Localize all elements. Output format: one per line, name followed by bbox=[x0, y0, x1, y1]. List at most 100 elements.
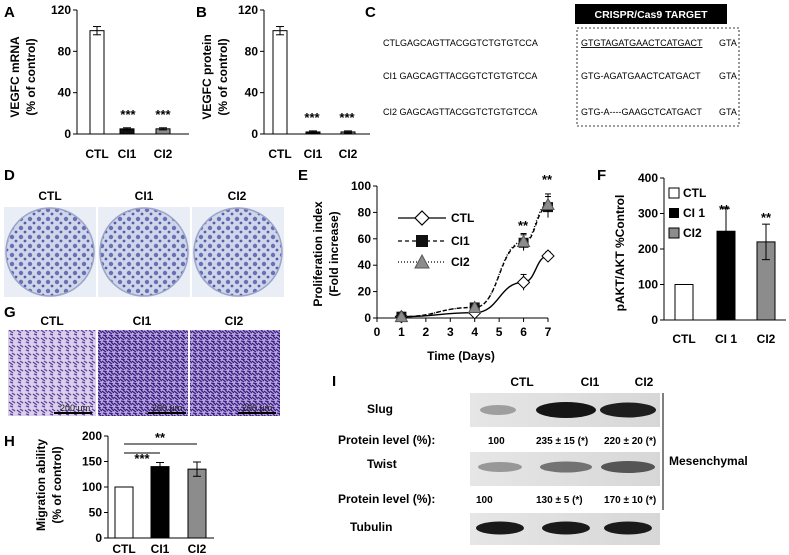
svg-text:CI2: CI2 bbox=[451, 255, 470, 269]
panel-F-ytick-label: 200 bbox=[638, 242, 658, 256]
panel-E-point-CI2 bbox=[467, 300, 482, 313]
svg-text:CTLGAGCAGTTACGGTCTGTGTCCA: CTLGAGCAGTTACGGTCTGTGTCCA bbox=[383, 38, 538, 48]
panel-A-sig-ci2: *** bbox=[155, 107, 171, 122]
panel-A-bar-0 bbox=[89, 30, 105, 135]
panel-E-sig-day7: ** bbox=[542, 172, 553, 187]
panel-F-ytick-label: 300 bbox=[638, 207, 658, 221]
panel-E-point-CI2 bbox=[394, 309, 409, 323]
panel-E-line-CTL bbox=[401, 255, 549, 318]
svg-text:200 µm: 200 µm bbox=[60, 403, 90, 413]
panel-F-ytick-label: 400 bbox=[638, 171, 658, 185]
panel-B-sig-ci1: *** bbox=[304, 110, 320, 125]
panel-B-ytick-label: 120 bbox=[238, 3, 258, 17]
panel-H-bar-2 bbox=[187, 468, 207, 539]
colony-plate-ci1 bbox=[98, 207, 190, 297]
slug-level-ci1: 235 ± 15 (*) bbox=[536, 436, 588, 447]
panel-F-xtick-ci2: CI2 bbox=[757, 332, 776, 346]
svg-text:CTL: CTL bbox=[683, 186, 706, 200]
panel-A-ytick-label: 40 bbox=[58, 86, 72, 100]
panel-A-chart: 0 40 80 120 bbox=[51, 3, 189, 141]
panel-F-ytick-label: 0 bbox=[651, 313, 658, 327]
panel-F-bar-0 bbox=[674, 284, 694, 321]
panel-E-ytick-label: 80 bbox=[358, 205, 372, 219]
svg-text:GTGTAGATGAACTCATGACT: GTGTAGATGAACTCATGACT bbox=[581, 38, 703, 48]
svg-text:CTL: CTL bbox=[451, 211, 474, 225]
sequence-row-ctl: CTLGAGCAGTTACGGTCTGTGTCCA GTGTAGATGAACTC… bbox=[383, 38, 737, 48]
panel-B-ytick-label: 80 bbox=[245, 44, 259, 58]
panel-E-ytick-label: 0 bbox=[364, 311, 371, 325]
panel-E-xtick-label: 0 bbox=[374, 325, 381, 339]
panel-D-label-ctl: CTL bbox=[38, 189, 61, 203]
panel-F-chart: 0 100 200 300 400 bbox=[638, 171, 786, 327]
panel-E-ytick-label: 20 bbox=[358, 285, 372, 299]
panel-E-ytick-label: 40 bbox=[358, 258, 372, 272]
panel-B-ylabel: VEGFC protein (% of control) bbox=[200, 34, 230, 119]
svg-text:(% of control): (% of control) bbox=[24, 38, 38, 115]
panel-F-xtick-ci1: CI 1 bbox=[715, 332, 737, 346]
twist-level-ci2: 170 ± 10 (*) bbox=[604, 495, 656, 506]
svg-text:CI1 GAGCAGTTACGGTCTGTGTCCA: CI1 GAGCAGTTACGGTCTGTGTCCA bbox=[383, 71, 537, 81]
panel-E-letter: E bbox=[298, 167, 308, 184]
panel-E-legend: CTL CI1 CI2 bbox=[398, 210, 474, 269]
mesenchymal-label: Mesenchymal bbox=[669, 454, 748, 468]
sequence-row-ci1: CI1 GAGCAGTTACGGTCTGTGTCCA GTG-AGATGAACT… bbox=[383, 71, 737, 81]
panel-A-ytick-label: 120 bbox=[51, 3, 71, 17]
panel-G-letter: G bbox=[4, 304, 16, 321]
blot-lane-ci1: CI1 bbox=[581, 375, 600, 389]
panel-B-bar-0 bbox=[272, 30, 288, 135]
panel-D-label-ci1: CI1 bbox=[135, 189, 154, 203]
svg-text:GTA: GTA bbox=[719, 38, 737, 48]
panel-H-xtick-ctl: CTL bbox=[112, 542, 135, 555]
slug-protein-label: Protein level (%): bbox=[338, 433, 435, 447]
slug-level-ci2: 220 ± 20 (*) bbox=[604, 436, 656, 447]
panel-E-ytick-label: 100 bbox=[351, 179, 371, 193]
svg-text:CI2: CI2 bbox=[683, 226, 702, 240]
svg-text:CI 1: CI 1 bbox=[683, 206, 705, 220]
panel-A-ytick-label: 80 bbox=[58, 44, 72, 58]
panel-E-xtick-label: 3 bbox=[447, 325, 454, 339]
panel-H-chart: 0 50 100 150 200 bbox=[82, 429, 214, 545]
panel-E-xtick-label: 1 bbox=[398, 325, 405, 339]
panel-B-xtick-ci1: CI1 bbox=[304, 147, 323, 161]
twist-level-ci1: 130 ± 5 (*) bbox=[536, 495, 583, 506]
panel-E-xtick-label: 5 bbox=[496, 325, 503, 339]
panel-F-legend: CTL CI 1 CI2 bbox=[668, 186, 706, 240]
svg-text:Proliferation index: Proliferation index bbox=[311, 201, 325, 307]
panel-H-bar-0 bbox=[114, 486, 134, 539]
blot-lane-ctl: CTL bbox=[510, 375, 533, 389]
panel-A-xtick-ci2: CI2 bbox=[154, 147, 173, 161]
svg-text:Migration ability: Migration ability bbox=[34, 439, 48, 531]
blot-tubulin bbox=[470, 513, 660, 545]
panel-B-sig-ci2: *** bbox=[339, 110, 355, 125]
panel-B-ytick-label: 40 bbox=[245, 86, 259, 100]
panel-F-sig-ci2: ** bbox=[761, 210, 772, 225]
panel-E-line-CI2 bbox=[401, 203, 549, 318]
panel-A-xtick-ci1: CI1 bbox=[118, 147, 137, 161]
panel-G-label-ctl: CTL bbox=[40, 314, 63, 328]
panel-A-letter: A bbox=[4, 4, 15, 21]
panel-H-brackets: ** *** bbox=[124, 430, 197, 466]
panel-E-point-CI2 bbox=[541, 197, 555, 210]
panel-A-xtick-ctl: CTL bbox=[85, 147, 108, 161]
panel-E-xtick-label: 6 bbox=[520, 325, 527, 339]
panel-F-sig-ci1: ** bbox=[719, 202, 730, 217]
svg-text:GTA: GTA bbox=[719, 107, 737, 117]
migration-image-ci1: 200 µm bbox=[98, 330, 188, 416]
panel-A-ylabel: VEGFC mRNA (% of control) bbox=[8, 36, 38, 118]
panel-F-xtick-ctl: CTL bbox=[672, 332, 695, 346]
panel-G-label-ci2: CI2 bbox=[225, 314, 244, 328]
twist-protein-label: Protein level (%): bbox=[338, 492, 435, 506]
panel-E-xlabel: Time (Days) bbox=[427, 349, 495, 363]
colony-plate-ci2 bbox=[192, 207, 284, 297]
panel-I-letter: I bbox=[332, 373, 336, 390]
svg-text:CI1: CI1 bbox=[451, 234, 470, 248]
slug-level-ctl: 100 bbox=[488, 436, 505, 447]
blot-twist bbox=[470, 452, 660, 486]
svg-text:GTA: GTA bbox=[719, 71, 737, 81]
panel-E-point-CI2 bbox=[516, 234, 531, 247]
crispr-target-region bbox=[576, 27, 740, 127]
panel-B-xtick-ctl: CTL bbox=[268, 147, 291, 161]
blot-row-twist: Twist bbox=[367, 457, 397, 471]
panel-B-ytick-label: 0 bbox=[251, 127, 258, 141]
svg-text:(% of control): (% of control) bbox=[50, 446, 64, 523]
